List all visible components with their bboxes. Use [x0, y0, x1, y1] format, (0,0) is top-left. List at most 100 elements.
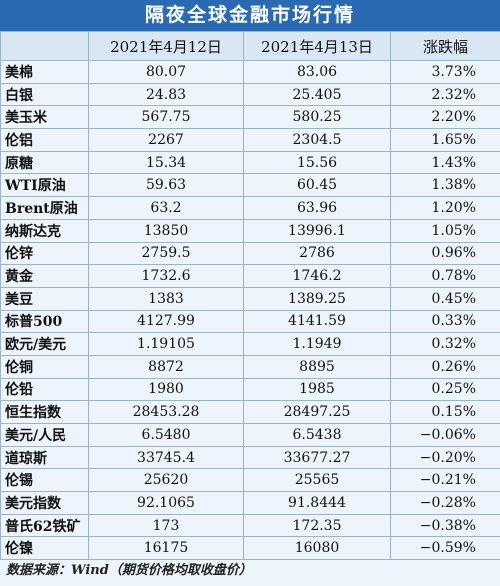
cell: 8872: [88, 354, 244, 379]
cell: 25.405: [243, 82, 391, 107]
row: Brent原油 63.2 63.96 1.20%: [0, 196, 500, 220]
cell: 80.07: [88, 60, 244, 84]
cell: 16080: [243, 536, 391, 561]
cell: 欧元/美元: [0, 332, 89, 356]
cell: 15.34: [88, 150, 244, 175]
row: 美元指数 92.1065 91.8444 −0.28%: [0, 491, 500, 515]
cell: 0.45%: [390, 286, 500, 311]
cell: 15.56: [243, 150, 391, 175]
cell: 567.75: [88, 105, 244, 130]
cell: 美棉: [0, 60, 89, 84]
cell: 标普500: [0, 309, 89, 334]
cell: 6.5438: [243, 423, 391, 447]
cell: Brent原油: [0, 196, 89, 220]
cell: 33745.4: [88, 445, 244, 470]
cell: 0.15%: [390, 400, 500, 424]
cell: 1746.2: [243, 264, 391, 288]
cell: 美元指数: [0, 491, 89, 515]
row: 黄金 1732.6 1746.2 0.78%: [0, 264, 500, 288]
cell: 1.1949: [243, 332, 391, 356]
cell: 33677.27: [243, 445, 391, 470]
row: WTI原油 59.63 60.45 1.38%: [0, 173, 500, 198]
cell: 0.25%: [390, 377, 500, 402]
cell: 13996.1: [243, 218, 391, 243]
cell: WTI原油: [0, 173, 89, 198]
row: 道琼斯 33745.4 33677.27 −0.20%: [0, 445, 500, 470]
cell: 纳斯达克: [0, 218, 89, 243]
table: 2021年4月12日 2021年4月13日 涨跌幅 美棉 80.07 83.06 3.73%…: [0, 31, 500, 561]
row: 美玉米 567.75 580.25 2.20%: [0, 105, 500, 130]
row: 伦镍 16175 16080 −0.59%: [0, 536, 500, 561]
cell: 0.78%: [390, 264, 500, 288]
cell: 2759.5: [88, 241, 244, 266]
cell: 580.25: [243, 105, 391, 130]
cell: −0.59%: [390, 536, 500, 561]
cell: 美玉米: [0, 105, 89, 130]
cell: 83.06: [243, 60, 391, 84]
cell: 恒生指数: [0, 400, 89, 424]
cell: −0.28%: [390, 491, 500, 515]
cell: 1383: [88, 286, 244, 311]
cell: 28497.25: [243, 400, 391, 424]
cell: 1732.6: [88, 264, 244, 288]
cell: 25565: [243, 468, 391, 493]
cell: 1.65%: [390, 128, 500, 152]
cell: 伦铝: [0, 128, 89, 152]
cell: 91.8444: [243, 491, 391, 515]
cell: 16175: [88, 536, 244, 561]
row: 恒生指数 28453.28 28497.25 0.15%: [0, 400, 500, 424]
row: 伦铝 2267 2304.5 1.65%: [0, 128, 500, 152]
cell: 173: [88, 513, 244, 538]
row: 伦锌 2759.5 2786 0.96%: [0, 241, 500, 266]
cell: 24.83: [88, 82, 244, 107]
cell: 1389.25: [243, 286, 391, 311]
row: 美豆 1383 1389.25 0.45%: [0, 286, 500, 311]
cell: 2.20%: [390, 105, 500, 130]
row: 伦铜 8872 8895 0.26%: [0, 354, 500, 379]
row: 伦铅 1980 1985 0.25%: [0, 377, 500, 402]
header-cell: 涨跌幅: [390, 31, 500, 61]
row: 纳斯达克 13850 13996.1 1.05%: [0, 218, 500, 243]
cell: 0.26%: [390, 354, 500, 379]
cell: 4141.59: [243, 309, 391, 334]
cell: 2304.5: [243, 128, 391, 152]
cell: 美元/人民: [0, 423, 89, 447]
header-cell: 2021年4月12日: [88, 31, 244, 61]
cell: 伦铅: [0, 377, 89, 402]
cell: 0.33%: [390, 309, 500, 334]
cell: 普氏62铁矿: [0, 513, 89, 538]
footer-note: 数据来源：Wind（期货价格均取收盘价）: [6, 563, 252, 579]
header-cell: 2021年4月13日: [243, 31, 391, 61]
cell: 道琼斯: [0, 445, 89, 470]
row: 原糖 15.34 15.56 1.43%: [0, 150, 500, 175]
cell: 13850: [88, 218, 244, 243]
title: 隔夜全球金融市场行情: [0, 0, 500, 31]
cell: 4127.99: [88, 309, 244, 334]
cell: 6.5480: [88, 423, 244, 447]
cell: −0.20%: [390, 445, 500, 470]
cell: 60.45: [243, 173, 391, 198]
cell: 2267: [88, 128, 244, 152]
cell: 1985: [243, 377, 391, 402]
cell: 原糖: [0, 150, 89, 175]
cell: 63.96: [243, 196, 391, 220]
cell: 美豆: [0, 286, 89, 311]
cell: 28453.28: [88, 400, 244, 424]
cell: 1.19105: [88, 332, 244, 356]
cell: 92.1065: [88, 491, 244, 515]
cell: 63.2: [88, 196, 244, 220]
header-cell: [0, 31, 89, 61]
row: 美棉 80.07 83.06 3.73%: [0, 60, 500, 84]
cell: 25620: [88, 468, 244, 493]
cell: 3.73%: [390, 60, 500, 84]
row: 美元/人民 6.5480 6.5438 −0.06%: [0, 423, 500, 447]
cell: 黄金: [0, 264, 89, 288]
cell: 1.20%: [390, 196, 500, 220]
cell: 伦铜: [0, 354, 89, 379]
cell: 1980: [88, 377, 244, 402]
header-row: 2021年4月12日 2021年4月13日 涨跌幅: [0, 31, 500, 61]
cell: −0.06%: [390, 423, 500, 447]
row: 欧元/美元 1.19105 1.1949 0.32%: [0, 332, 500, 356]
table-body: 2021年4月12日 2021年4月13日 涨跌幅 美棉 80.07 83.06 3.73%…: [0, 31, 500, 561]
